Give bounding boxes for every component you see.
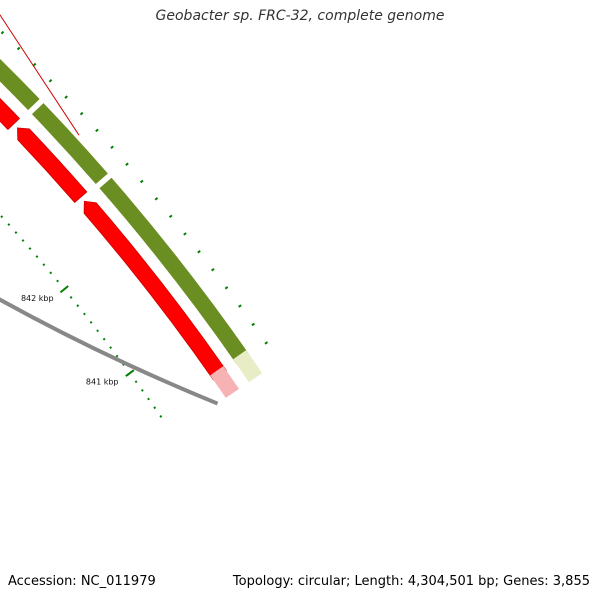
tick-mark	[59, 285, 69, 294]
tick-mark	[0, 215, 4, 219]
outer-tick-mark	[197, 250, 201, 254]
outer-tick-mark	[224, 286, 229, 290]
tick-label: 841 kbp	[86, 377, 119, 386]
backbone-arc	[0, 297, 219, 406]
accession-text: Accession: NC_011979	[8, 574, 156, 589]
gene-label-leader	[0, 14, 80, 136]
gene-arrow	[17, 127, 88, 203]
tick-label: 842 kbp	[21, 294, 54, 303]
outer-tick-mark	[64, 95, 68, 99]
cds-layer	[0, 58, 263, 383]
tick-mark	[109, 346, 113, 350]
tick-mark	[96, 329, 100, 333]
tick-mark	[7, 223, 11, 227]
gene-arrow	[0, 97, 21, 131]
outer-tick-mark	[264, 341, 269, 345]
cds-band	[0, 58, 40, 111]
outer-tick-mark	[32, 62, 37, 67]
gene-layer	[0, 97, 240, 398]
topology-text: Topology: circular; Length: 4,304,501 bp…	[232, 574, 590, 589]
tick-mark	[35, 255, 39, 259]
tick-mark	[83, 312, 86, 316]
outer-tick-mark	[125, 162, 129, 167]
outer-tick-mark	[168, 214, 173, 219]
outer-tick-mark	[211, 268, 215, 272]
tick-mark	[102, 337, 106, 341]
outer-tick-mark	[238, 304, 242, 308]
tick-mark	[89, 320, 93, 324]
cds-band-upstream	[99, 177, 250, 364]
map-title: Geobacter sp. FRC-32, complete genome	[155, 8, 445, 24]
tick-mark	[153, 406, 157, 410]
tick-mark	[14, 231, 18, 234]
tick-mark	[140, 388, 144, 392]
tick-mark	[147, 397, 150, 401]
tick-mark	[28, 247, 32, 250]
tick-mark	[134, 380, 138, 384]
outer-tick-mark	[251, 322, 255, 327]
tick-mark	[76, 304, 80, 308]
tick-mark	[49, 271, 53, 275]
outer-tick-mark	[110, 145, 114, 149]
tick-mark	[159, 415, 163, 418]
tick-mark	[21, 239, 25, 242]
tick-mark	[115, 354, 119, 358]
gene-fade	[210, 366, 240, 398]
outer-tick-mark	[0, 30, 5, 35]
cds-band	[31, 103, 108, 185]
outer-tick-mark	[183, 232, 187, 236]
tick-mark	[56, 279, 59, 283]
outer-tick-mark	[139, 179, 144, 184]
outer-tick-mark	[48, 78, 53, 83]
outer-tick-mark	[79, 111, 84, 116]
label-layer: Geob_0776mraYGeob_0778Geob_0779murGmurCm…	[0, 14, 80, 136]
outer-tick-mark	[154, 197, 159, 201]
cds-fade	[233, 350, 263, 383]
tick-mark	[42, 263, 46, 267]
gene-arrow-upstream	[83, 200, 227, 381]
outer-tick-mark	[16, 46, 21, 51]
tick-mark	[125, 369, 135, 377]
outer-tick-mark	[95, 128, 99, 133]
tick-mark	[69, 296, 73, 299]
backbone-layer	[0, 297, 219, 406]
